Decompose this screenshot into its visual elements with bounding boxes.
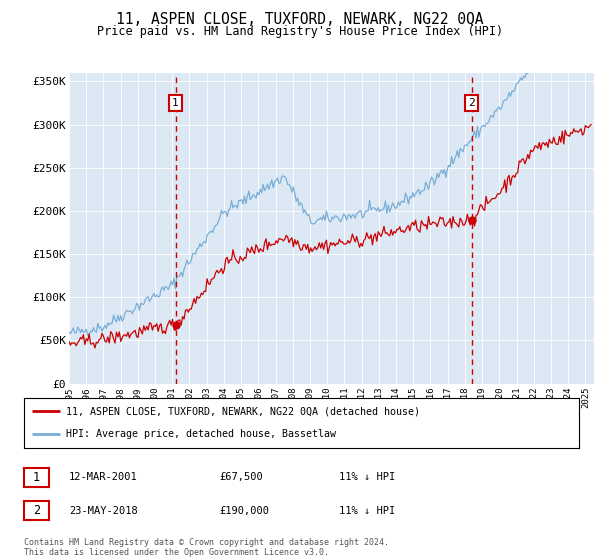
Text: 11% ↓ HPI: 11% ↓ HPI [339, 506, 395, 516]
Text: £67,500: £67,500 [219, 472, 263, 482]
Text: 2: 2 [33, 504, 40, 517]
Text: 2: 2 [468, 98, 475, 108]
Text: 1: 1 [172, 98, 179, 108]
Text: 1: 1 [33, 470, 40, 484]
Text: 11% ↓ HPI: 11% ↓ HPI [339, 472, 395, 482]
Text: £190,000: £190,000 [219, 506, 269, 516]
Text: Price paid vs. HM Land Registry's House Price Index (HPI): Price paid vs. HM Land Registry's House … [97, 25, 503, 38]
Text: 12-MAR-2001: 12-MAR-2001 [69, 472, 138, 482]
Text: HPI: Average price, detached house, Bassetlaw: HPI: Average price, detached house, Bass… [65, 430, 335, 440]
Text: 11, ASPEN CLOSE, TUXFORD, NEWARK, NG22 0QA (detached house): 11, ASPEN CLOSE, TUXFORD, NEWARK, NG22 0… [65, 406, 419, 416]
Text: Contains HM Land Registry data © Crown copyright and database right 2024.
This d: Contains HM Land Registry data © Crown c… [24, 538, 389, 557]
Text: 23-MAY-2018: 23-MAY-2018 [69, 506, 138, 516]
Text: 11, ASPEN CLOSE, TUXFORD, NEWARK, NG22 0QA: 11, ASPEN CLOSE, TUXFORD, NEWARK, NG22 0… [116, 12, 484, 27]
